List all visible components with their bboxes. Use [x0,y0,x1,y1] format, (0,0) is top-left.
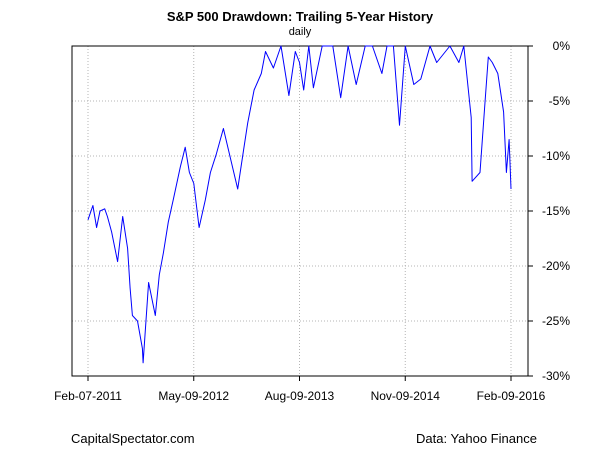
y-tick-label: -30% [542,369,570,383]
y-axis: 0% -5% -10% -15% -20% -25% -30% [528,39,570,383]
x-tick-label: Nov-09-2014 [371,389,441,403]
source-credit: CapitalSpectator.com [71,431,195,446]
drawdown-line [87,45,512,364]
y-tick-label: -10% [542,149,570,163]
y-tick-label: -15% [542,204,570,218]
chart-subtitle: daily [288,26,312,38]
data-credit: Data: Yahoo Finance [416,431,537,446]
series-layer [87,45,512,364]
x-axis: Feb-07-2011 May-09-2012 Aug-09-2013 Nov-09-… [54,375,546,403]
x-tick-label: May-09-2012 [158,389,229,403]
y-tick-label: -25% [542,314,570,328]
x-tick-label: Feb-09-2016 [477,389,546,403]
y-tick-label: -20% [542,259,570,273]
grid-lines [72,46,528,376]
x-tick-label: Feb-07-2011 [54,389,122,403]
y-tick-label: 0% [553,39,571,53]
y-tick-label: -5% [549,94,571,108]
chart-title: S&P 500 Drawdown: Trailing 5-Year Histor… [166,9,434,24]
x-tick-label: Aug-09-2013 [265,389,335,403]
